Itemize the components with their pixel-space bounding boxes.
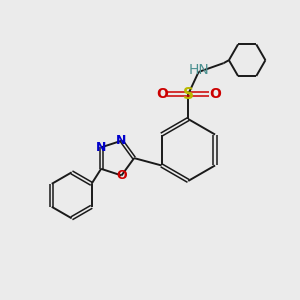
Text: O: O <box>209 87 221 101</box>
Text: S: S <box>183 87 194 102</box>
Text: N: N <box>96 141 106 154</box>
Text: O: O <box>116 169 127 182</box>
Text: HN: HN <box>188 64 209 77</box>
Text: O: O <box>156 87 168 101</box>
Text: N: N <box>116 134 127 147</box>
